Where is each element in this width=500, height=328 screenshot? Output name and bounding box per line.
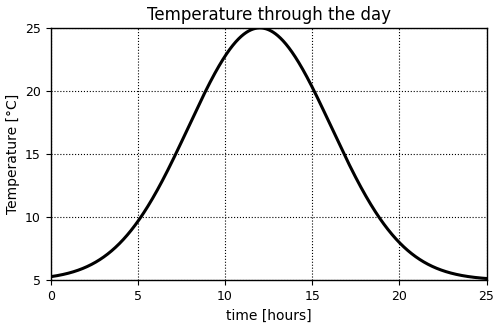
X-axis label: time [hours]: time [hours] [226,308,312,322]
Title: Temperature through the day: Temperature through the day [146,6,390,24]
Y-axis label: Temperature [°C]: Temperature [°C] [6,94,20,214]
